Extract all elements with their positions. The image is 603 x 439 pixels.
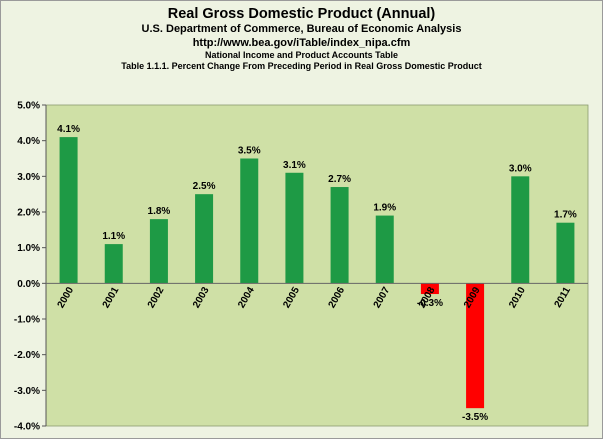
bar-2000	[59, 137, 78, 284]
data-label-2006: 2.7%	[328, 174, 351, 185]
chart-subtitle: U.S. Department of Commerce, Bureau of E…	[141, 23, 462, 36]
data-label-2004: 3.5%	[238, 146, 261, 157]
y-tick-label: 5.0%	[17, 101, 40, 112]
y-tick-label: 0.0%	[17, 279, 40, 290]
bar-2007	[375, 215, 394, 284]
y-tick-label: -1.0%	[14, 315, 40, 326]
plot-area	[45, 104, 589, 427]
data-label-2007: 1.9%	[373, 203, 396, 214]
data-label-2010: 3.0%	[509, 163, 532, 174]
chart-title: Real Gross Domestic Product (Annual)	[167, 6, 436, 22]
y-tick-label: 2.0%	[17, 208, 40, 219]
y-tick-label: -4.0%	[14, 422, 40, 433]
bar-2003	[195, 194, 214, 284]
bar-2004	[240, 158, 259, 284]
bar-2001	[104, 244, 123, 284]
bar-2006	[330, 187, 349, 284]
data-label-2002: 1.8%	[148, 206, 171, 217]
chart-titles: Real Gross Domestic Product (Annual) U.S…	[0, 6, 603, 71]
data-label-2000: 4.1%	[57, 124, 80, 135]
bars	[59, 137, 575, 409]
data-label-2005: 3.1%	[283, 160, 306, 171]
bar-2010	[511, 176, 530, 284]
bar-2002	[149, 219, 168, 284]
y-tick-label: 4.0%	[17, 136, 40, 147]
y-tick-label: 1.0%	[17, 243, 40, 254]
data-labels: 4.1% 1.1% 1.8% 2.5% 3.5% 3.1% 2.7% 1.9% -0.3% -3.…	[57, 124, 577, 423]
bar-2011	[556, 222, 575, 284]
y-axis: 5.0% 4.0% 3.0% 2.0% 1.0% 0.0% -1.0% -2.0% -3.0% -…	[14, 101, 47, 433]
data-label-2011: 1.7%	[554, 210, 577, 221]
y-tick-label: -2.0%	[14, 350, 40, 361]
data-label-2008: -0.3%	[417, 298, 443, 309]
table-line: Table 1.1.1. Percent Change From Precedi…	[121, 60, 482, 71]
bar-2009	[466, 283, 485, 409]
source-url: http://www.bea.gov/iTable/index_nipa.cfm	[192, 36, 411, 49]
data-label-2001: 1.1%	[102, 231, 125, 242]
source-line: National Income and Product Accounts Tab…	[204, 49, 399, 60]
data-label-2009: -3.5%	[462, 412, 488, 423]
bar-2008	[420, 283, 439, 295]
bar-2005	[285, 172, 304, 284]
data-label-2003: 2.5%	[193, 181, 216, 192]
y-tick-label: 3.0%	[17, 172, 40, 183]
y-tick-label: -3.0%	[14, 386, 40, 397]
